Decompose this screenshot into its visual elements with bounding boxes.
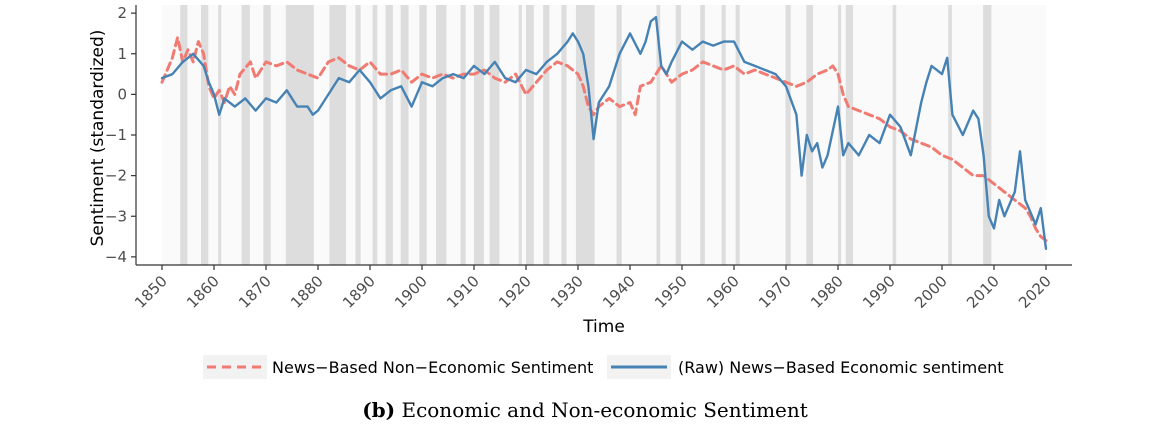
shaded-period-3 bbox=[241, 5, 250, 265]
shaded-period-8 bbox=[372, 5, 378, 265]
shaded-period-0 bbox=[180, 5, 188, 265]
x-tick-label: 1850 bbox=[131, 272, 171, 312]
shaded-period-24 bbox=[700, 5, 705, 265]
y-tick-label: −1 bbox=[105, 126, 127, 144]
legend-label-non-economic: News−Based Non−Economic Sentiment bbox=[272, 358, 593, 377]
x-tick-label: 1950 bbox=[651, 272, 691, 312]
x-tick-label: 1900 bbox=[391, 272, 431, 312]
caption-text: Economic and Non-economic Sentiment bbox=[401, 398, 808, 422]
shaded-period-2 bbox=[218, 5, 222, 265]
x-ticks: 1850 1860 1870 1880 1890 1900 1910 1920 1930 1940… bbox=[131, 265, 1055, 312]
shaded-period-4 bbox=[263, 5, 271, 265]
shaded-period-26 bbox=[735, 5, 740, 265]
x-tick-label: 1940 bbox=[599, 272, 639, 312]
shaded-period-7 bbox=[355, 5, 361, 265]
x-tick-label: 1890 bbox=[339, 272, 379, 312]
shaded-period-18 bbox=[543, 5, 550, 265]
x-tick-label: 2010 bbox=[963, 272, 1003, 312]
x-axis-title: Time bbox=[582, 317, 625, 337]
shaded-period-16 bbox=[518, 5, 522, 265]
x-tick-label: 1960 bbox=[703, 272, 743, 312]
x-tick-label: 1880 bbox=[287, 272, 327, 312]
x-tick-label: 1920 bbox=[495, 272, 535, 312]
shaded-period-27 bbox=[785, 5, 791, 265]
x-tick-label: 1870 bbox=[235, 272, 275, 312]
y-axis-title: Sentiment (standardized) bbox=[88, 30, 108, 247]
x-tick-label: 1980 bbox=[807, 272, 847, 312]
y-tick-label: 0 bbox=[117, 85, 127, 103]
x-tick-label: 1970 bbox=[755, 272, 795, 312]
shaded-period-19 bbox=[561, 5, 567, 265]
shaded-period-6 bbox=[329, 5, 347, 265]
y-ticks: 2 1 0 −1 −2 −3 −4 bbox=[105, 4, 136, 266]
series-line-1 bbox=[160, 16, 1048, 250]
shaded-period-32 bbox=[948, 5, 952, 265]
x-tick-label: 1990 bbox=[859, 272, 899, 312]
y-tick-label: −2 bbox=[105, 167, 127, 185]
shaded-period-13 bbox=[460, 5, 466, 265]
shaded-period-15 bbox=[489, 5, 500, 265]
shaded-period-28 bbox=[806, 5, 814, 265]
shaded-period-20 bbox=[575, 5, 595, 265]
shaded-period-29 bbox=[838, 5, 842, 265]
shaded-period-14 bbox=[474, 5, 484, 265]
legend-label-economic: (Raw) News−Based Economic sentiment bbox=[678, 358, 1004, 377]
shaded-period-31 bbox=[892, 5, 897, 265]
x-tick-label: 1910 bbox=[443, 272, 483, 312]
shaded-period-33 bbox=[983, 5, 992, 265]
shaded-period-10 bbox=[400, 5, 409, 265]
shaded-period-30 bbox=[845, 5, 854, 265]
legend: News−Based Non−Economic Sentiment (Raw) … bbox=[203, 355, 1004, 379]
y-tick-label: 1 bbox=[117, 45, 127, 63]
shaded-period-12 bbox=[436, 5, 447, 265]
shaded-period-21 bbox=[616, 5, 622, 265]
shaded-period-25 bbox=[721, 5, 726, 265]
shaded-period-23 bbox=[675, 5, 681, 265]
shaded-period-1 bbox=[201, 5, 209, 265]
shaded-period-9 bbox=[385, 5, 393, 265]
x-tick-label: 1860 bbox=[183, 272, 223, 312]
x-tick-label: 1930 bbox=[547, 272, 587, 312]
sentiment-line-chart: 2 1 0 −1 −2 −3 −4 1850 1860 1870 1880 1890 1900 1910… bbox=[88, 4, 1072, 379]
shaded-period-11 bbox=[419, 5, 427, 265]
y-tick-label: 2 bbox=[117, 4, 127, 22]
shaded-period-17 bbox=[526, 5, 534, 265]
y-tick-label: −4 bbox=[105, 248, 127, 266]
figure-caption: (b) Economic and Non-economic Sentiment bbox=[0, 398, 1170, 422]
shaded-period-22 bbox=[656, 5, 661, 265]
shaded-period-5 bbox=[285, 5, 314, 265]
x-tick-label: 2000 bbox=[911, 272, 951, 312]
caption-label: (b) bbox=[362, 398, 396, 422]
shaded-periods bbox=[162, 5, 1046, 265]
y-tick-label: −3 bbox=[105, 207, 127, 225]
series-layer bbox=[160, 16, 1048, 250]
x-tick-label: 2020 bbox=[1015, 272, 1055, 312]
